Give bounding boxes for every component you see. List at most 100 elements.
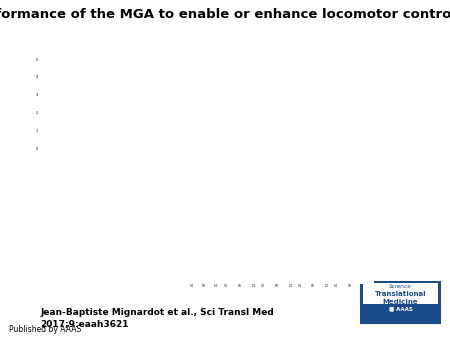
Bar [287,58,294,71]
Bar [331,58,337,71]
Bar [140,229,183,254]
Bar [333,223,366,227]
Bar [297,165,330,169]
Bar [336,77,342,90]
Bar [222,58,229,71]
Bar [297,252,330,256]
Point [89,158,96,163]
Bar [252,58,258,71]
Point [48,154,55,160]
Bar [285,77,291,90]
Bar [208,58,214,71]
Bar [246,118,256,129]
Point [130,158,137,163]
Point [123,119,130,124]
Point [105,113,112,119]
Bar [208,77,214,90]
Bar [224,252,256,256]
Bar [309,58,315,71]
Bar [363,304,438,314]
Point [142,99,149,104]
Bar [246,95,252,108]
Bar [260,165,293,169]
Bar [244,58,251,71]
Point [136,89,143,94]
Bar [345,58,352,71]
Bar [350,77,357,90]
Text: Translational: Translational [375,291,426,297]
Text: Published by AAAS: Published by AAAS [9,325,81,334]
Bar [45,171,89,196]
Bar [260,223,293,227]
Bar [212,118,222,129]
Bar [297,194,330,198]
Bar [259,58,265,71]
Bar [222,77,229,90]
Bar [208,95,214,108]
Bar [244,77,251,90]
Text: A  Changes in locomotor performance for individuals with spinal cord injury: A Changes in locomotor performance for i… [45,45,193,49]
Point [99,127,106,133]
Point [161,65,168,71]
Bar [200,77,207,90]
Bar [260,194,293,198]
Bar [299,77,306,90]
Bar [200,118,211,129]
Bar [274,95,281,108]
Bar [338,58,345,71]
Bar [223,118,233,129]
Bar [352,58,359,71]
Bar [215,95,221,108]
Bar [45,229,89,254]
Bar [314,77,320,90]
Text: Science: Science [389,284,412,289]
Bar [140,200,183,225]
Bar [302,58,308,71]
Bar [140,258,183,284]
Bar [93,200,136,225]
Bar [222,95,229,108]
Text: Jean-Baptiste Mignardot et al., Sci Transl Med
2017;9:eaah3621: Jean-Baptiste Mignardot et al., Sci Tran… [40,308,274,328]
Bar [260,95,266,108]
Bar [267,95,274,108]
Bar [304,95,310,108]
Bar [140,171,183,196]
Bar [230,77,236,90]
Text: Epidemiological stimulation: Epidemiological stimulation [257,47,307,51]
Bar [93,258,136,284]
Text: B  Changes in gait patterns of representative individuals
    for each category : B Changes in gait patterns of representa… [43,164,153,172]
Point [130,96,137,101]
Bar [321,77,328,90]
Bar [93,229,136,254]
Bar [230,58,236,71]
Bar [215,58,221,71]
Bar [343,77,349,90]
Point [82,129,90,135]
Text: Medicine: Medicine [382,299,418,306]
Bar [301,118,318,129]
Bar [93,171,136,196]
Bar [200,95,207,108]
Point [68,158,75,163]
Bar [230,95,236,108]
Bar [324,58,330,71]
Bar [282,95,288,108]
Text: Locomotor training: Locomotor training [318,47,353,51]
Bar [45,258,89,284]
Text: Fig. 5. Performance of the MGA to enable or enhance locomotor control after SCI.: Fig. 5. Performance of the MGA to enable… [0,8,450,21]
Bar [256,118,267,129]
Bar [45,200,89,225]
Bar [263,77,270,90]
Bar [260,252,293,256]
Bar [215,77,221,90]
Bar [200,131,304,137]
Bar [328,77,335,90]
Point [109,124,117,129]
Bar [224,165,256,169]
Bar [200,58,207,71]
Bar [279,118,289,129]
Bar [297,223,330,227]
Bar [224,194,256,198]
Bar [268,118,278,129]
Bar [363,283,438,314]
